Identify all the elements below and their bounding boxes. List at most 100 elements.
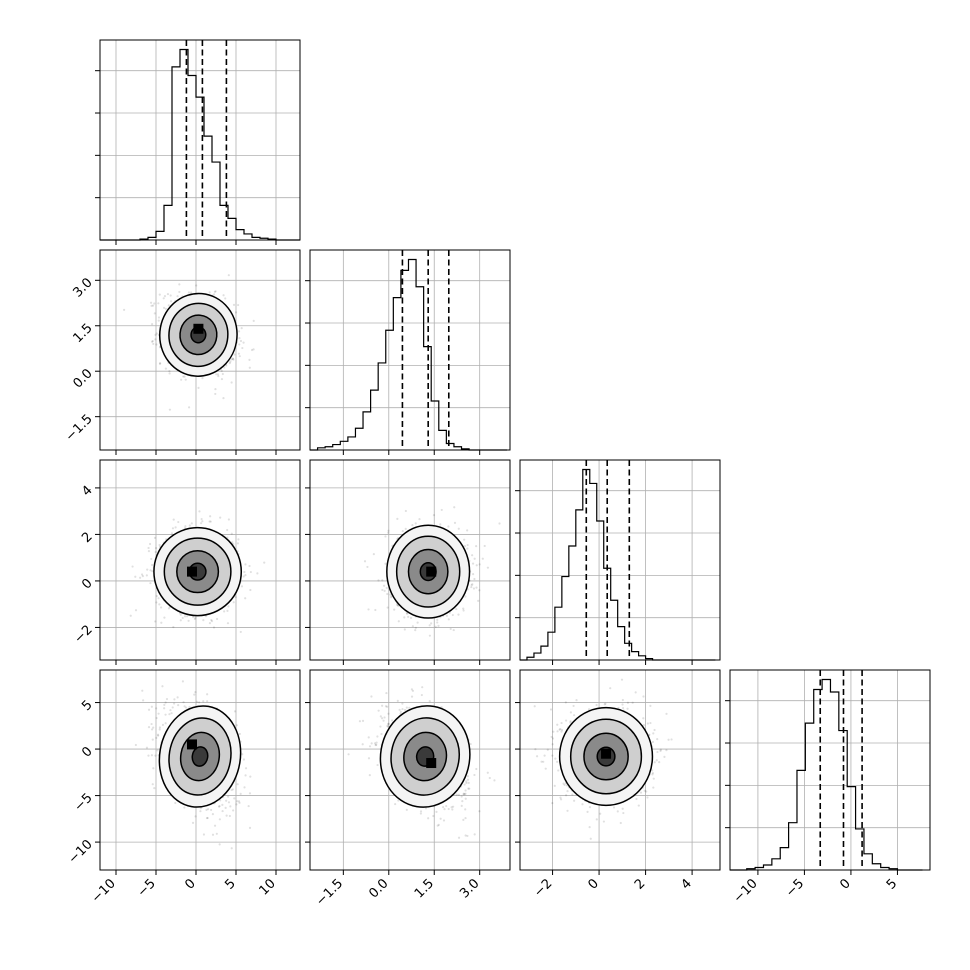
sample-point [443,808,446,811]
sample-point [141,689,144,692]
sample-point [180,378,183,381]
contour-line [395,535,461,608]
sample-point [384,705,388,708]
sample-point [475,586,478,589]
sample-point [161,723,165,726]
sample-point [387,722,390,725]
sample-point [216,373,220,376]
histogram-panel-3 [515,459,721,665]
sample-point [134,609,138,612]
panel-frame [309,249,511,451]
sample-point [239,792,242,795]
sample-point [387,712,390,715]
sample-point [386,606,389,609]
sample-point [172,625,175,629]
sample-point [488,776,491,780]
sample-point [427,817,430,820]
sample-point [659,749,662,752]
sample-point [471,583,474,586]
sample-point [410,695,414,698]
sample-point [366,565,369,569]
sample-point [466,834,469,838]
sample-point [451,805,455,808]
sample-point [462,607,465,610]
histogram-step-line [100,48,300,241]
sample-point [634,691,637,694]
sample-point [389,593,392,596]
sample-point [416,621,419,624]
sample-point [150,557,153,561]
sample-point [153,302,156,305]
sample-point [217,805,221,808]
sample-point [397,620,400,623]
sample-point [157,712,160,715]
density-layer [129,510,266,634]
y-tick-label: 3.0 [70,275,95,300]
sample-point [195,700,198,703]
sample-point [168,372,171,375]
sample-point [222,294,225,297]
sample-point [154,333,157,336]
sample-point [182,375,185,378]
sample-point [183,615,187,618]
contour-line [419,562,437,582]
sample-point [383,589,386,593]
sample-point [464,808,467,811]
sample-point [403,616,406,619]
sample-point [464,792,467,795]
sample-point [139,576,142,579]
sample-point [377,579,380,582]
sample-point [387,529,390,532]
sample-point [230,847,233,850]
sample-point [173,702,176,705]
sample-point [197,386,200,390]
sample-point [211,813,215,816]
sample-point [379,715,382,718]
sample-point [206,700,209,703]
sample-point [151,304,155,307]
sample-point [381,588,384,592]
sample-point [420,693,423,697]
sample-point [460,804,463,807]
sample-point [399,710,402,713]
sample-point [170,712,173,715]
sample-point [401,708,404,711]
sample-point [170,532,174,535]
sample-point [154,546,158,550]
sample-point [174,801,177,805]
sample-point [131,565,134,568]
sample-point [405,808,408,811]
sample-point [169,294,172,297]
sample-point [210,620,214,623]
x-tick-label: 3.0 [457,876,482,901]
sample-point [184,525,187,528]
sample-point [150,563,154,567]
sample-point [150,304,153,307]
sample-point [588,806,592,809]
sample-point [473,833,476,836]
sample-point [445,614,448,617]
density-peak [426,566,437,577]
sample-point [155,707,158,710]
sample-point [569,720,572,723]
density-layer [533,678,673,840]
sample-point [152,767,155,770]
sample-point [179,613,182,616]
sample-point [198,701,201,704]
sample-point [418,518,421,521]
sample-point [560,728,564,732]
sample-point [149,301,153,304]
sample-point [463,783,466,786]
sample-point [384,535,387,538]
sample-point [147,726,151,729]
sample-point [212,626,216,629]
sample-point [222,397,225,400]
panel-frame [309,459,511,661]
sample-point [162,306,166,309]
sample-point [156,733,160,736]
sample-point [414,626,417,629]
sample-point [162,297,165,300]
sample-point [473,577,476,581]
sample-point [263,561,266,564]
sample-point [209,520,212,523]
